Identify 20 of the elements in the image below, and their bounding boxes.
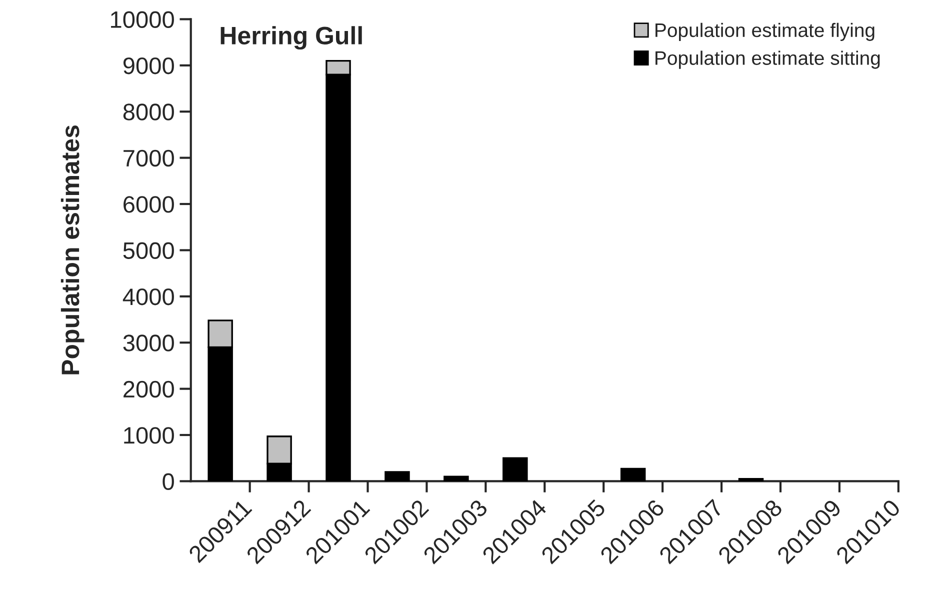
chart-title: Herring Gull bbox=[220, 26, 362, 50]
y-tick-label: 7000 bbox=[124, 150, 174, 167]
legend-label: Population estimate flying bbox=[656, 22, 874, 41]
bar bbox=[384, 471, 410, 482]
y-axis-title: Population estimates bbox=[60, 125, 84, 374]
y-tick-label: 4000 bbox=[122, 288, 174, 306]
bar bbox=[620, 468, 646, 482]
bar bbox=[444, 476, 469, 482]
y-tick-label: 5000 bbox=[123, 242, 174, 259]
y-tick-label: 1000 bbox=[124, 427, 174, 444]
y-tick-label: 10000 bbox=[111, 11, 174, 28]
bar bbox=[738, 478, 764, 482]
y-tick-label: 8000 bbox=[123, 104, 174, 120]
legend-label: Population estimate sitting bbox=[656, 50, 880, 69]
y-tick-label: 9000 bbox=[123, 57, 174, 74]
y-tick-label: 0 bbox=[162, 473, 174, 490]
y-tick-label: 6000 bbox=[124, 196, 174, 213]
y-tick-label: 3000 bbox=[123, 334, 174, 352]
y-tick-label: 2000 bbox=[124, 380, 174, 398]
bar bbox=[502, 457, 528, 482]
